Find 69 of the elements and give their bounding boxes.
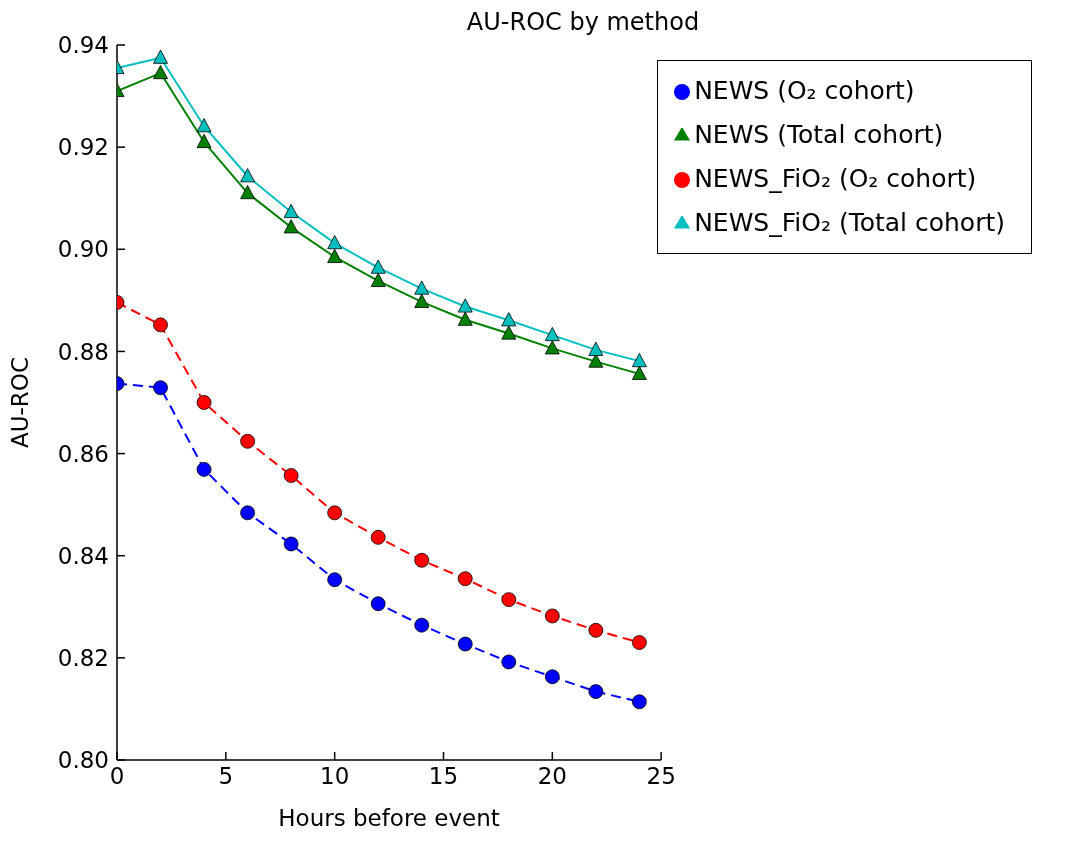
point bbox=[196, 133, 212, 149]
y-tick-label: 0.94 bbox=[57, 32, 109, 59]
point bbox=[196, 118, 212, 133]
point bbox=[501, 654, 517, 670]
x-axis-title: Hours before event bbox=[278, 805, 500, 831]
point bbox=[327, 235, 343, 250]
point bbox=[153, 64, 168, 80]
legend-label: NEWS_FiO₂ (O₂ cohort) bbox=[694, 164, 977, 193]
point bbox=[327, 505, 343, 521]
y-tick-label: 0.90 bbox=[57, 236, 109, 263]
point bbox=[370, 596, 386, 612]
point bbox=[414, 552, 430, 568]
point bbox=[283, 203, 299, 218]
y-tick-label: 0.88 bbox=[57, 338, 109, 365]
point bbox=[370, 529, 386, 545]
x-tick-label: 0 bbox=[109, 763, 125, 790]
point bbox=[588, 353, 604, 368]
legend-label: NEWS_FiO₂ (Total cohort) bbox=[694, 208, 1005, 237]
y-tick-label: 0.92 bbox=[57, 134, 109, 161]
point bbox=[283, 536, 299, 552]
legend-label: NEWS (Total cohort) bbox=[694, 120, 944, 149]
point bbox=[588, 622, 604, 638]
point bbox=[631, 353, 647, 368]
x-tick-label: 5 bbox=[218, 763, 234, 790]
point bbox=[457, 636, 473, 652]
point bbox=[283, 219, 299, 234]
point bbox=[240, 185, 255, 200]
point bbox=[544, 326, 560, 342]
point bbox=[414, 280, 430, 295]
point bbox=[457, 311, 473, 326]
point bbox=[631, 635, 647, 650]
point bbox=[501, 592, 517, 608]
y-axis-title: AU-ROC bbox=[7, 356, 34, 449]
point bbox=[457, 298, 473, 313]
legend-label: NEWS (O₂ cohort) bbox=[694, 76, 915, 105]
point bbox=[370, 272, 386, 287]
chart-title: AU-ROC by method bbox=[465, 8, 701, 36]
y-tick-label: 0.86 bbox=[57, 440, 109, 467]
point bbox=[283, 468, 299, 483]
point bbox=[588, 684, 604, 699]
point bbox=[414, 617, 430, 633]
point bbox=[240, 433, 255, 449]
point bbox=[153, 317, 168, 333]
x-tick-label: 25 bbox=[646, 763, 676, 790]
y-tick-label: 0.82 bbox=[57, 645, 109, 672]
x-tick-label: 20 bbox=[537, 763, 567, 790]
y-tick-label: 0.80 bbox=[57, 747, 109, 774]
y-tick-label: 0.84 bbox=[57, 542, 109, 569]
point bbox=[544, 608, 560, 624]
point bbox=[544, 340, 560, 355]
point bbox=[631, 694, 647, 710]
point bbox=[240, 505, 255, 521]
point bbox=[501, 325, 517, 340]
point bbox=[327, 572, 343, 588]
point bbox=[370, 259, 386, 274]
point bbox=[240, 168, 255, 183]
point bbox=[196, 462, 212, 477]
point bbox=[414, 293, 430, 308]
point bbox=[544, 669, 560, 685]
point bbox=[196, 395, 212, 410]
point bbox=[631, 365, 647, 380]
point bbox=[153, 49, 168, 64]
point bbox=[588, 341, 604, 356]
point bbox=[327, 248, 343, 263]
x-tick-label: 15 bbox=[428, 763, 459, 790]
point bbox=[457, 571, 473, 587]
point bbox=[501, 312, 517, 327]
point bbox=[153, 380, 168, 396]
x-tick-label: 10 bbox=[320, 763, 350, 790]
